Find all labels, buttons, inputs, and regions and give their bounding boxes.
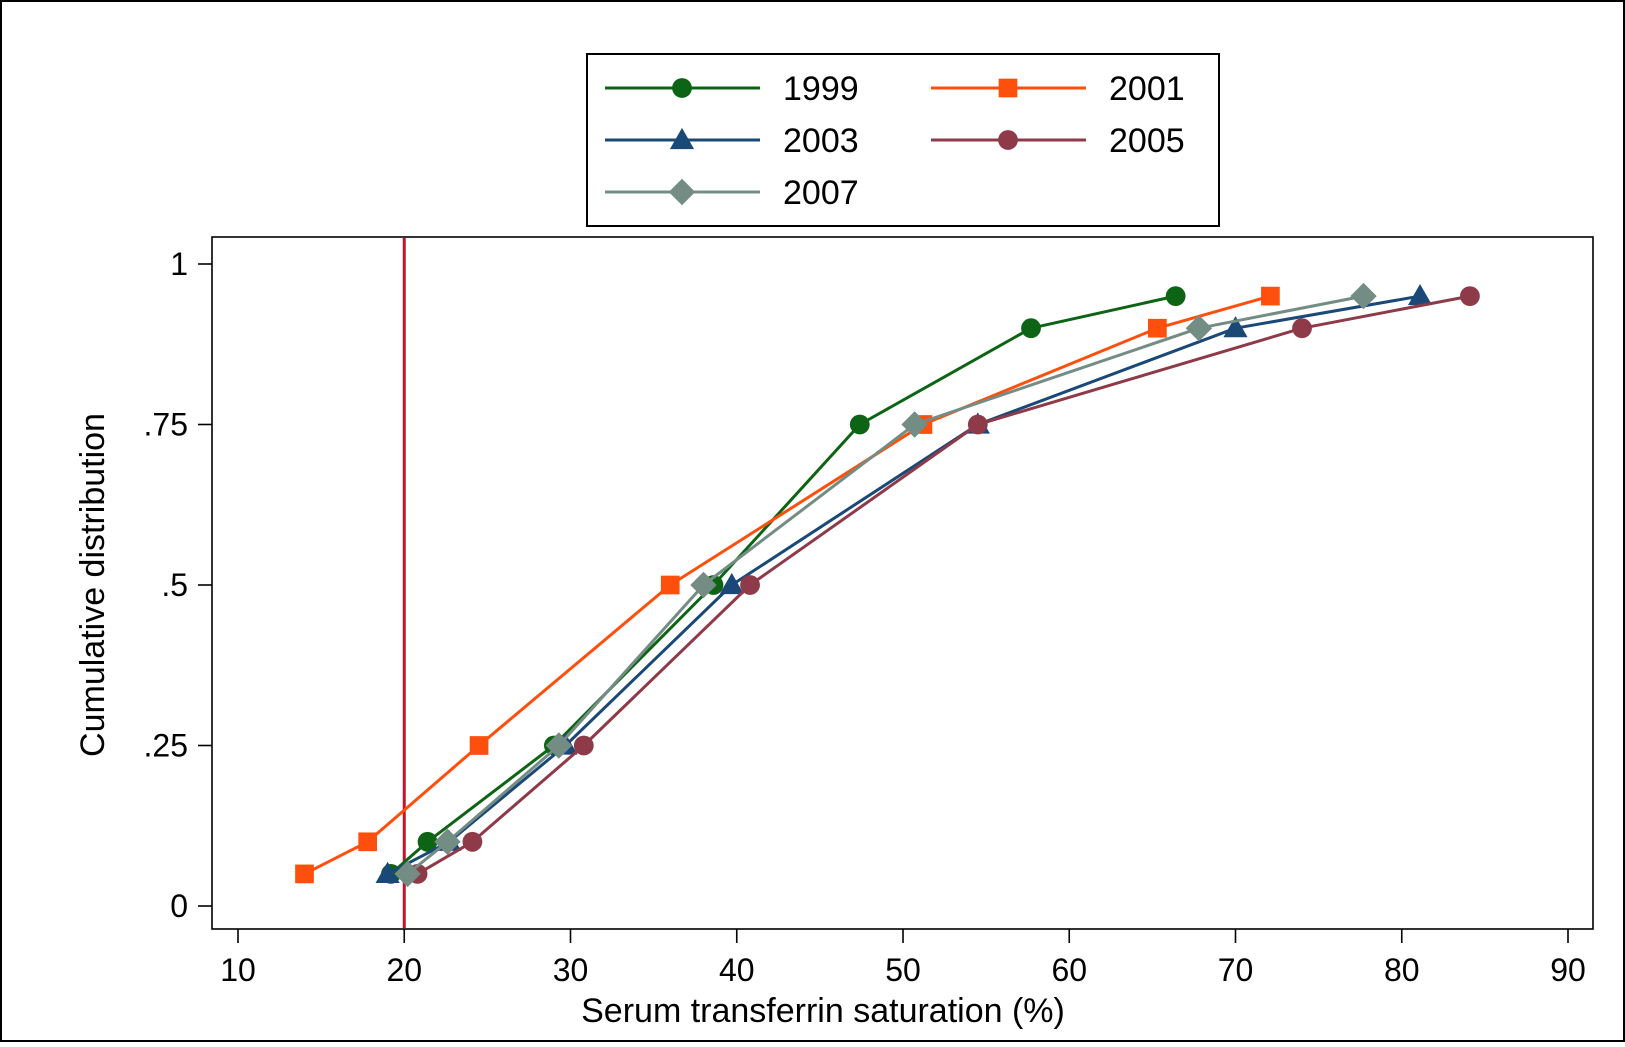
legend-marker <box>668 178 696 206</box>
legend-marker <box>672 78 692 98</box>
data-point-1999 <box>417 831 438 852</box>
x-tick-label: 70 <box>1218 952 1254 988</box>
data-point-2005 <box>462 831 483 852</box>
series-2005 <box>407 286 1480 884</box>
data-point-2005 <box>740 575 760 595</box>
y-axis: 0 .25 .5 .75 1 <box>144 246 212 924</box>
legend-label: 1999 <box>783 70 859 108</box>
data-point-2003 <box>719 572 744 595</box>
data-point-2005 <box>1292 318 1312 339</box>
data-point-1999 <box>1165 286 1186 306</box>
legend-marker <box>998 130 1018 150</box>
legend-item-2001: 2001 <box>931 70 1185 108</box>
legend: 1999 2001 2003 2005 2007 <box>586 53 1220 227</box>
legend-item-2005: 2005 <box>931 122 1185 160</box>
legend-item-2003: 2003 <box>605 122 859 160</box>
legend-item-1999: 1999 <box>605 70 859 108</box>
data-point-2001 <box>469 736 489 755</box>
data-point-2001 <box>1148 318 1167 338</box>
x-tick-label: 80 <box>1384 952 1420 988</box>
data-point-2003 <box>1407 284 1433 306</box>
data-point-2007 <box>1185 315 1213 342</box>
plot-area <box>211 236 1594 930</box>
x-tick-label: 20 <box>386 952 422 988</box>
x-tick-label: 30 <box>553 952 589 988</box>
series-group <box>295 282 1480 888</box>
legend-label: 2005 <box>1109 122 1185 160</box>
data-point-1999 <box>1021 318 1041 339</box>
y-tick-label: .25 <box>144 728 188 764</box>
x-tick-label: 40 <box>719 952 755 988</box>
data-point-1999 <box>849 414 870 435</box>
legend-label: 2001 <box>1109 70 1185 108</box>
legend-marker <box>998 78 1018 98</box>
x-tick-label: 10 <box>220 952 256 988</box>
y-tick-label: 1 <box>170 246 188 282</box>
data-point-2005 <box>1460 286 1480 306</box>
data-point-2005 <box>967 414 988 435</box>
data-point-2007 <box>545 732 573 759</box>
legend-item-2007: 2007 <box>605 174 859 212</box>
data-point-2007 <box>1350 282 1377 310</box>
legend-marker <box>669 127 695 150</box>
data-point-2001 <box>358 832 378 852</box>
data-point-2003 <box>375 861 400 883</box>
series-2007 <box>394 282 1377 888</box>
data-point-2005 <box>573 735 594 756</box>
y-tick-label: .5 <box>161 567 188 603</box>
legend-label: 2003 <box>783 122 859 160</box>
legend-label: 2007 <box>783 174 859 212</box>
x-axis: 10 20 30 40 50 60 70 80 90 <box>220 929 1586 988</box>
x-axis-label: Serum transferrin saturation (%) <box>581 992 1065 1030</box>
data-point-2007 <box>690 571 717 599</box>
x-tick-label: 60 <box>1051 952 1087 988</box>
y-tick-label: .75 <box>144 407 188 443</box>
y-tick-label: 0 <box>170 888 188 924</box>
data-point-2001 <box>1261 286 1280 306</box>
data-point-2001 <box>660 575 680 595</box>
data-point-2007 <box>394 860 421 888</box>
data-point-2007 <box>434 828 461 855</box>
x-tick-label: 50 <box>885 952 921 988</box>
data-point-2001 <box>295 864 314 884</box>
data-point-2007 <box>901 411 928 438</box>
y-axis-label: Cumulative distribution <box>74 413 112 757</box>
data-point-2003 <box>1223 316 1248 338</box>
x-tick-label: 90 <box>1550 952 1586 988</box>
